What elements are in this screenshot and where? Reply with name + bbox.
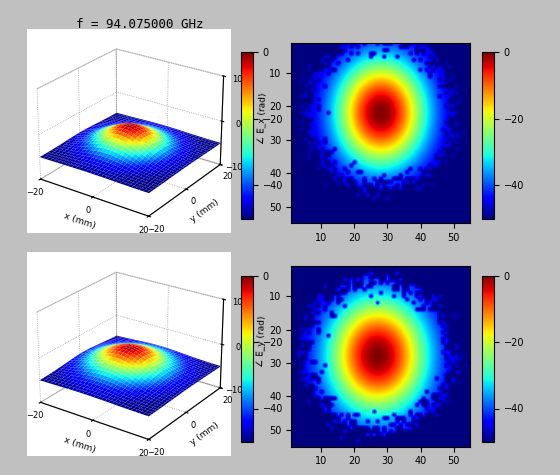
X-axis label: x (mm): x (mm) — [62, 212, 96, 231]
Y-axis label: y (mm): y (mm) — [189, 420, 221, 447]
X-axis label: x (mm): x (mm) — [62, 435, 96, 454]
Text: f = 94.075000 GHz: f = 94.075000 GHz — [76, 19, 204, 31]
Y-axis label: y (mm): y (mm) — [189, 197, 221, 224]
